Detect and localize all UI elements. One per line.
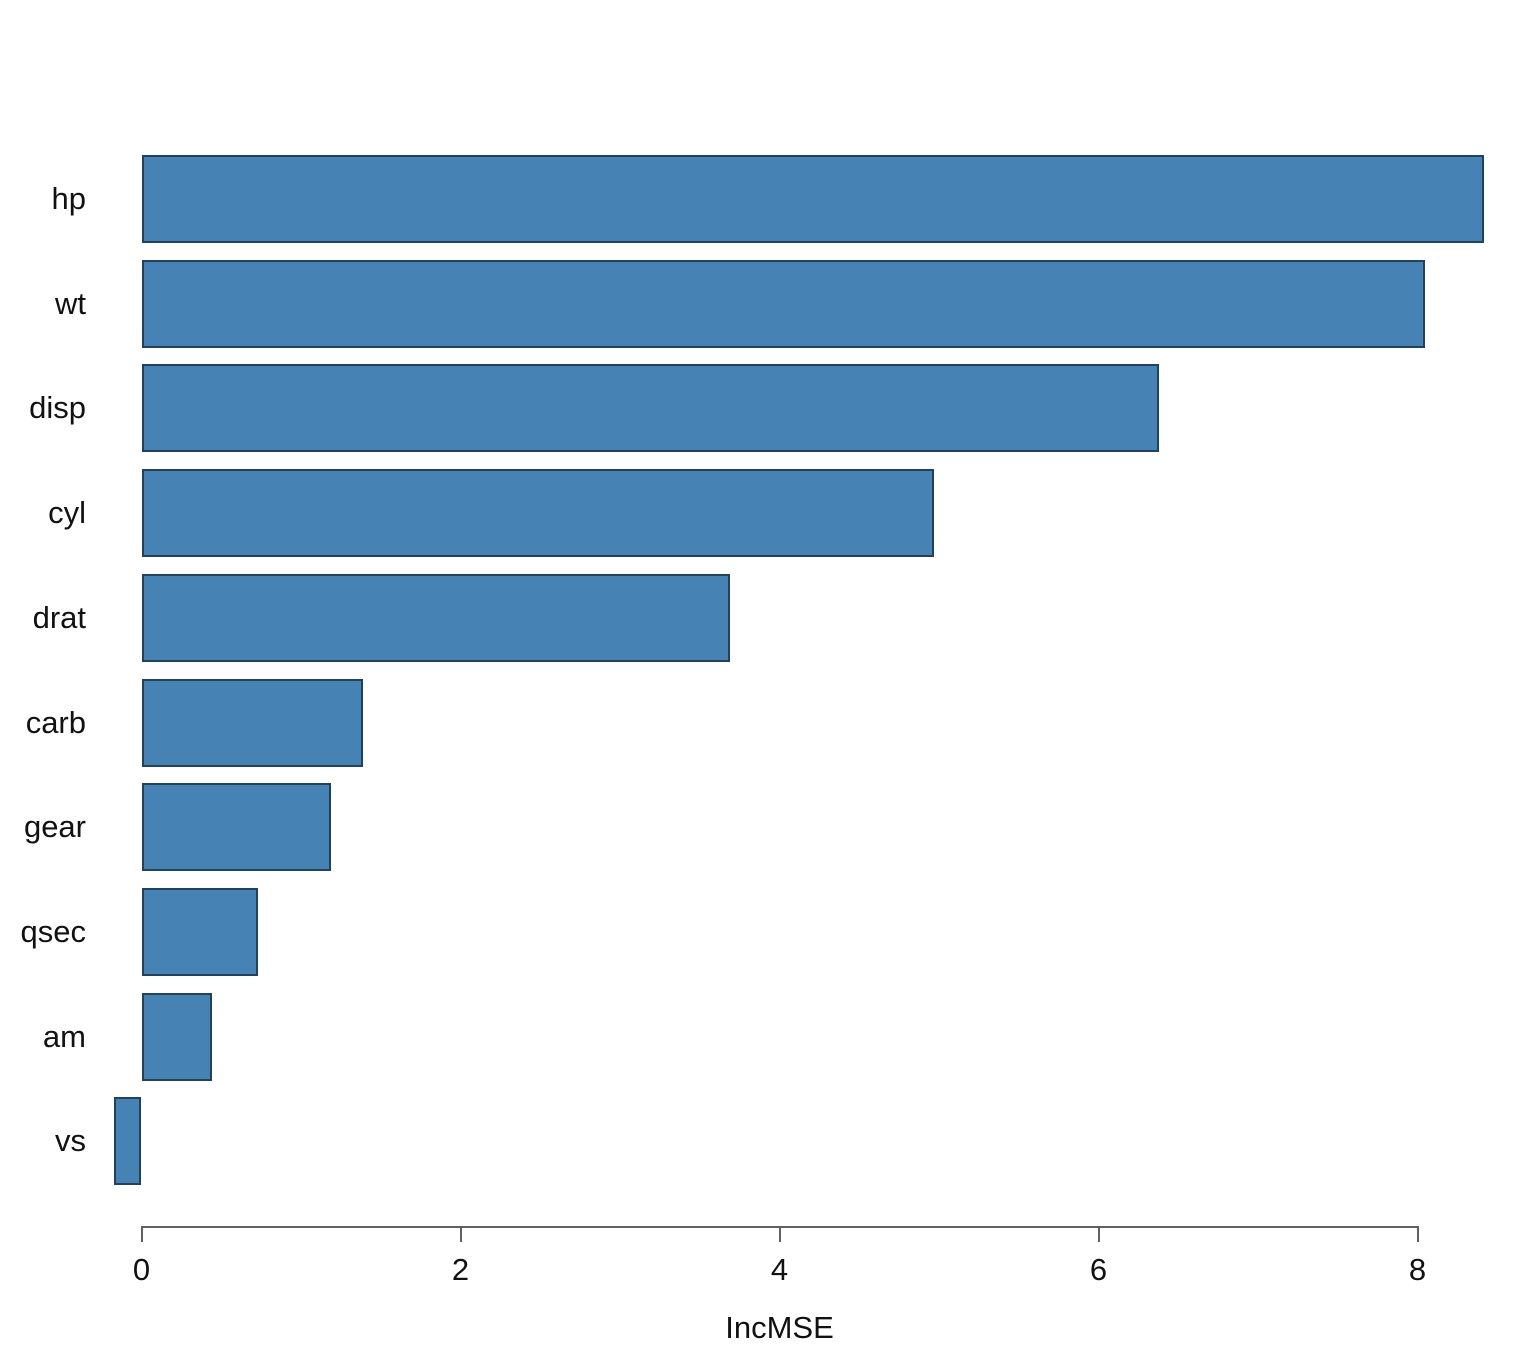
x-axis-tick-label-2: 2 [451,1252,470,1287]
bar-hp [141,155,1485,243]
bar-am [141,992,212,1081]
category-label-hp: hp [51,181,86,216]
bar-gear [141,783,332,872]
x-axis-tick-label-6: 6 [1089,1252,1108,1287]
x-axis-tick-label-0: 0 [132,1252,151,1287]
x-axis-tick-6 [1097,1226,1100,1242]
x-axis-tick-4 [778,1226,781,1242]
x-axis-tick-0 [140,1226,143,1242]
bar-drat [141,573,731,662]
bar-disp [141,364,1160,453]
x-axis-tick-2 [459,1226,462,1242]
category-label-drat: drat [32,599,86,635]
category-label-vs: vs [55,1123,86,1159]
x-axis-tick-8 [1416,1226,1419,1242]
bar-cyl [141,469,935,558]
bar-carb [141,678,364,767]
category-label-am: am [42,1018,86,1054]
category-label-qsec: qsec [20,913,86,949]
category-label-disp: disp [29,390,86,426]
category-label-carb: carb [25,704,86,740]
category-label-wt: wt [55,285,86,321]
bar-vs [114,1097,142,1186]
x-axis-tick-label-4: 4 [770,1252,789,1287]
x-axis-tick-label-8: 8 [1408,1252,1427,1287]
category-label-gear: gear [23,809,86,845]
bar-wt [141,259,1426,348]
bar-qsec [141,887,258,976]
x-axis-title: IncMSE [725,1310,834,1345]
category-label-cyl: cyl [48,495,86,531]
